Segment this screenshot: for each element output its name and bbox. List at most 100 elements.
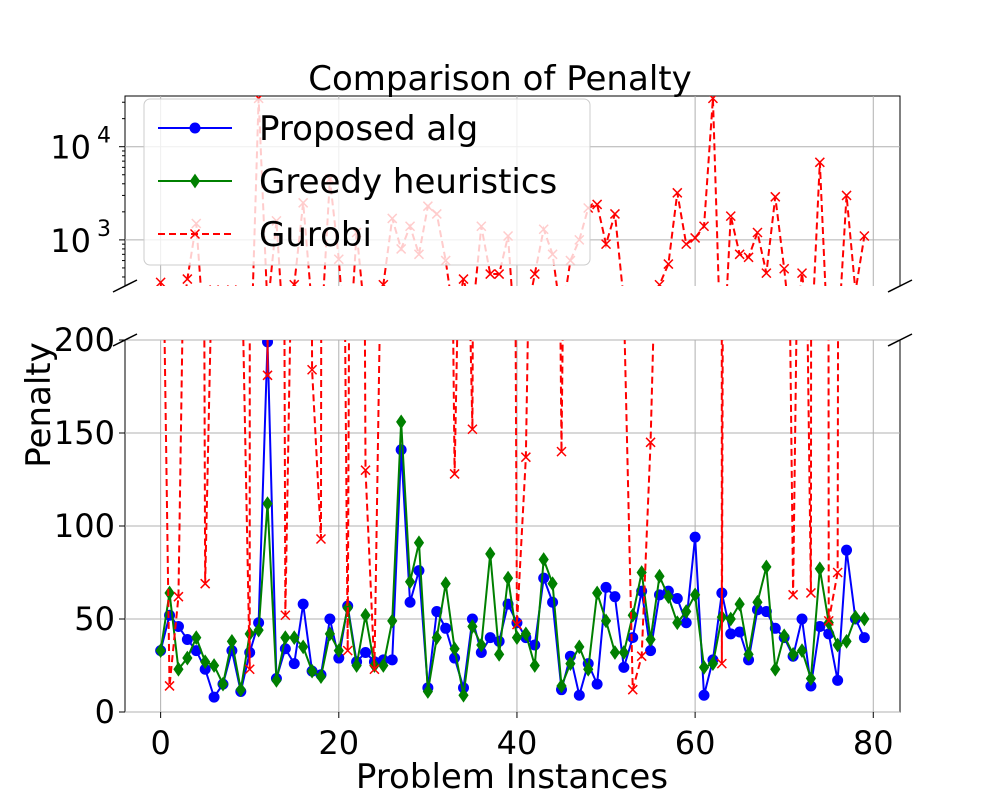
- data-point-proposed-alg: [565, 377, 575, 387]
- data-point-proposed-alg: [735, 362, 745, 372]
- data-point-greedy-heuristics: [851, 354, 860, 367]
- data-point-greedy-heuristics: [379, 383, 388, 396]
- data-point-gurobi: [370, 388, 379, 397]
- data-point-gurobi: [315, 533, 327, 545]
- data-point-greedy-heuristics: [698, 659, 710, 675]
- data-point-greedy-heuristics: [477, 368, 486, 381]
- data-point-proposed-alg: [494, 367, 504, 377]
- x-tick-label: 20: [318, 724, 359, 762]
- data-point-gurobi: [637, 377, 646, 386]
- data-point-proposed-alg: [574, 426, 584, 436]
- chart-title: Comparison of Penalty: [308, 59, 691, 99]
- data-point-greedy-heuristics: [593, 345, 602, 358]
- data-point-gurobi: [663, 259, 674, 270]
- data-point-greedy-heuristics: [504, 340, 513, 353]
- x-tick-label: 40: [497, 724, 538, 762]
- data-point-gurobi: [627, 684, 638, 695]
- data-point-proposed-alg: [441, 360, 451, 370]
- data-point-proposed-alg: [548, 349, 558, 359]
- data-point-gurobi: [681, 239, 692, 250]
- data-point-greedy-heuristics: [272, 398, 281, 411]
- x-axis-label: Problem Instances: [356, 757, 668, 797]
- data-point-greedy-heuristics: [832, 637, 843, 653]
- series-proposed-alg-top: [156, 300, 870, 440]
- data-point-greedy-heuristics: [191, 630, 202, 645]
- data-point-proposed-alg: [726, 363, 736, 373]
- legend-marker-proposed-alg: [189, 122, 201, 134]
- data-point-gurobi: [244, 664, 255, 675]
- data-point-proposed-alg: [610, 347, 620, 357]
- data-point-proposed-alg: [405, 349, 415, 359]
- data-point-gurobi: [646, 314, 655, 323]
- data-point-gurobi: [289, 279, 300, 286]
- data-point-gurobi: [361, 318, 370, 327]
- data-point-proposed-alg: [307, 389, 317, 399]
- data-point-greedy-heuristics: [495, 374, 504, 387]
- data-point-gurobi: [716, 658, 727, 669]
- series-greedy-heuristics-bottom: [155, 414, 870, 703]
- data-point-gurobi: [851, 287, 860, 296]
- data-point-proposed-alg: [459, 411, 469, 421]
- data-point-greedy-heuristics: [388, 355, 397, 368]
- data-point-proposed-alg: [227, 373, 237, 383]
- data-point-proposed-alg: [404, 596, 416, 608]
- data-point-greedy-heuristics: [406, 341, 415, 354]
- data-point-greedy-heuristics: [645, 632, 656, 647]
- data-point-greedy-heuristics: [655, 339, 664, 352]
- data-point-greedy-heuristics: [494, 646, 505, 662]
- data-point-greedy-heuristics: [780, 363, 789, 376]
- data-point-greedy-heuristics: [547, 576, 558, 592]
- data-point-greedy-heuristics: [743, 646, 754, 662]
- data-point-greedy-heuristics: [351, 658, 362, 673]
- data-point-greedy-heuristics: [370, 383, 379, 396]
- data-point-gurobi: [458, 274, 469, 285]
- data-point-greedy-heuristics: [805, 671, 817, 686]
- y-tick-label-bottom: 100: [54, 507, 115, 545]
- data-point-proposed-alg: [591, 678, 603, 690]
- data-point-proposed-alg: [760, 606, 772, 618]
- legend: Proposed alg Greedy heuristics Gurobi: [143, 98, 591, 266]
- data-point-greedy-heuristics: [842, 366, 851, 379]
- data-point-gurobi: [556, 446, 567, 457]
- data-point-gurobi: [236, 288, 245, 297]
- data-point-gurobi: [592, 199, 603, 210]
- data-point-gurobi: [823, 615, 834, 626]
- data-point-greedy-heuristics: [787, 646, 799, 662]
- data-point-gurobi: [450, 319, 459, 328]
- data-point-proposed-alg: [681, 358, 691, 368]
- data-point-greedy-heuristics: [734, 596, 745, 612]
- data-point-greedy-heuristics: [538, 552, 549, 567]
- data-point-greedy-heuristics: [306, 663, 318, 679]
- data-point-proposed-alg: [680, 617, 692, 629]
- data-point-greedy-heuristics: [308, 388, 317, 401]
- data-point-greedy-heuristics: [753, 348, 762, 361]
- data-point-proposed-alg: [689, 531, 701, 543]
- data-point-proposed-alg: [396, 314, 406, 324]
- data-point-greedy-heuristics: [360, 607, 371, 623]
- data-point-gurobi: [609, 208, 620, 219]
- data-point-gurobi: [743, 252, 754, 263]
- data-point-greedy-heuristics: [254, 360, 263, 373]
- data-point-proposed-alg: [209, 430, 219, 440]
- data-point-greedy-heuristics: [315, 669, 327, 685]
- data-point-greedy-heuristics: [431, 630, 442, 645]
- data-point-proposed-alg: [797, 356, 807, 366]
- data-point-greedy-heuristics: [646, 365, 655, 378]
- data-point-greedy-heuristics: [707, 656, 719, 672]
- data-point-greedy-heuristics: [253, 622, 264, 638]
- data-point-greedy-heuristics: [673, 356, 682, 369]
- data-point-greedy-heuristics: [602, 355, 611, 368]
- data-point-greedy-heuristics: [779, 628, 790, 644]
- data-point-greedy-heuristics: [217, 676, 229, 692]
- data-point-proposed-alg: [254, 358, 264, 368]
- data-point-greedy-heuristics: [735, 349, 744, 362]
- data-point-greedy-heuristics: [218, 403, 227, 416]
- data-point-greedy-heuristics: [165, 345, 174, 358]
- data-point-gurobi: [263, 305, 272, 314]
- data-point-greedy-heuristics: [592, 585, 603, 601]
- data-point-greedy-heuristics: [762, 337, 771, 350]
- data-point-greedy-heuristics: [565, 656, 576, 672]
- data-point-proposed-alg: [325, 356, 335, 366]
- data-point-gurobi: [459, 1, 468, 10]
